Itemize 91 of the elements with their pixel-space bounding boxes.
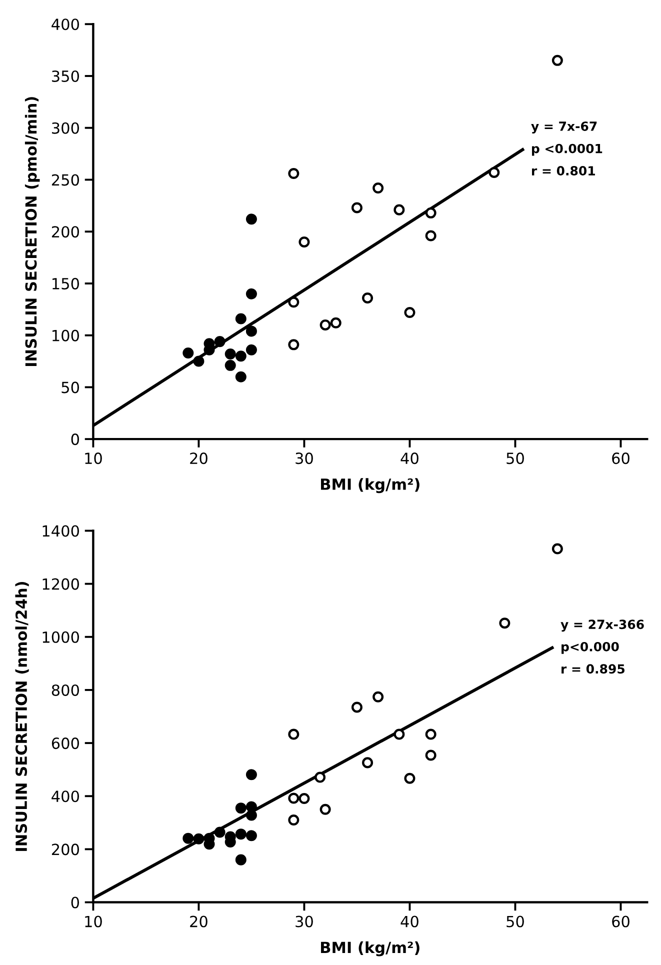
point (246, 769, 257, 780)
x-tick-label: 20 (190, 452, 208, 464)
point (394, 728, 405, 740)
point (488, 166, 500, 178)
point (235, 350, 246, 362)
point (330, 317, 342, 328)
y-tick-label: 200 (52, 844, 79, 856)
point (320, 804, 331, 815)
annotation: p<0.000 (562, 642, 619, 654)
point (214, 826, 226, 838)
point (235, 802, 246, 814)
y-axis-title: INSULIN SECRETION (nmol/24h) (15, 582, 29, 851)
x-tick-label: 50 (506, 452, 524, 464)
point (298, 793, 310, 804)
point (235, 371, 246, 382)
point (235, 828, 246, 840)
point (552, 54, 563, 66)
point (298, 236, 310, 248)
y-axis-title: INSULIN SECRETION (pmol/min) (24, 97, 40, 366)
x-tick-label: 50 (506, 916, 524, 928)
x-tick-label: 60 (612, 452, 630, 464)
point (235, 854, 246, 866)
point (362, 292, 374, 304)
point (425, 750, 436, 761)
point (193, 356, 204, 367)
x-axis-title: BMI (kg/m²) (321, 941, 420, 956)
point (235, 313, 246, 324)
y-tick-label: 0 (71, 896, 79, 908)
annotation: r = 0.895 (562, 664, 624, 674)
y-tick-label: 1200 (42, 578, 79, 590)
y-tick-label: 150 (52, 278, 79, 290)
point (394, 204, 405, 216)
point (320, 319, 331, 330)
y-tick-label: 600 (52, 738, 79, 750)
point (404, 307, 416, 318)
point (246, 830, 257, 842)
y-tick-label: 400 (52, 790, 79, 802)
y-tick-label: 50 (62, 382, 79, 394)
point (246, 214, 257, 225)
point (552, 543, 563, 554)
point (288, 168, 300, 180)
annotation: r = 0.801 (532, 166, 595, 176)
point (246, 344, 257, 356)
point (351, 202, 362, 214)
x-tick-label: 60 (612, 916, 630, 928)
annotation: y = 7x-67 (531, 122, 597, 134)
x-tick-label: 40 (400, 916, 418, 928)
point (288, 296, 300, 308)
point (372, 182, 384, 194)
point (182, 832, 194, 844)
point (224, 348, 236, 360)
point (314, 772, 326, 783)
y-tick-label: 1400 (42, 525, 79, 537)
y-tick-label: 800 (52, 684, 79, 696)
x-tick-label: 10 (85, 452, 102, 464)
point (288, 339, 300, 350)
point (246, 288, 257, 300)
point (288, 814, 300, 826)
y-tick-label: 250 (52, 174, 79, 186)
point (288, 792, 300, 804)
x-tick-label: 40 (400, 452, 418, 464)
x-axis-title: BMI (kg/m²) (321, 478, 420, 494)
point (246, 326, 257, 337)
y-tick-label: 400 (52, 18, 79, 30)
point (425, 207, 436, 218)
point (288, 728, 300, 740)
y-tick-label: 300 (52, 122, 79, 134)
point (214, 336, 226, 348)
x-tick-label: 20 (190, 916, 208, 928)
x-tick-label: 30 (296, 916, 313, 928)
y-tick-label: 200 (52, 226, 79, 238)
point (351, 702, 362, 713)
point (425, 728, 436, 740)
y-tick-label: 350 (52, 70, 79, 82)
point (246, 810, 257, 821)
point (372, 691, 384, 702)
point (193, 833, 204, 844)
y-tick-label: 100 (52, 330, 79, 342)
x-tick-label: 30 (296, 452, 313, 464)
x-tick-label: 10 (85, 916, 102, 928)
point (499, 618, 510, 629)
point (182, 347, 194, 358)
y-tick-label: 1000 (42, 631, 79, 643)
point (224, 360, 236, 371)
annotation: p <0.0001 (532, 144, 602, 156)
annotation: y = 27x-366 (560, 620, 644, 632)
point (425, 230, 436, 242)
point (246, 801, 257, 812)
y-tick-label: 0 (71, 434, 79, 446)
point (362, 757, 374, 768)
point (404, 772, 416, 784)
